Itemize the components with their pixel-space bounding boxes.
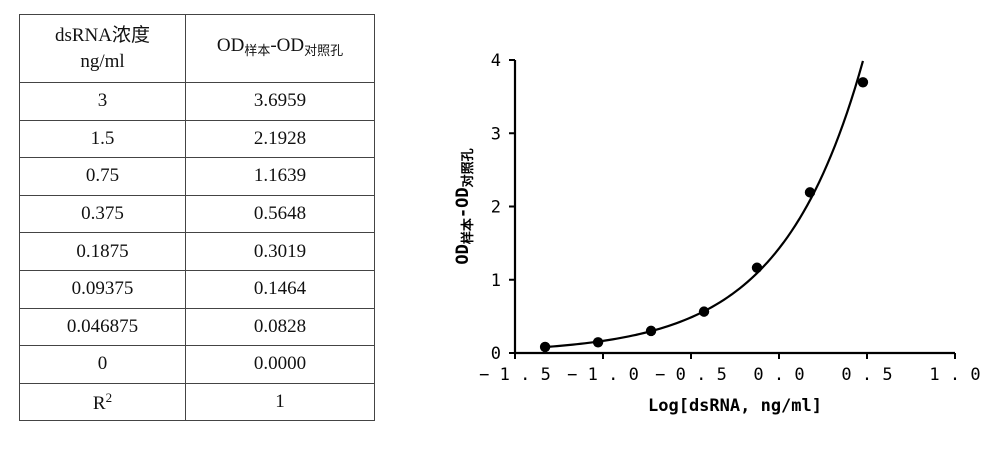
chart-ticks: − 1 . 5 − 1 . 0 − 0 . 5 0 . 0 0 . 5 1 . 0 0 1 2 3… [479,51,980,385]
r2-label: R [92,392,106,414]
data-point [857,77,869,88]
cell-conc: 0.375 [19,194,186,234]
cell-conc: 0.046875 [19,307,186,347]
chart-axes [513,60,955,355]
table-row: 0.1875 0.3019 [19,232,375,271]
cell-conc: 1.5 [19,119,186,159]
table-row: 0 0.0000 [19,345,375,384]
data-point [698,306,710,317]
cell-od: 1.1639 [185,157,375,196]
data-point [592,337,604,348]
cell-od: 3.6959 [185,82,375,121]
y-tick-label: 3 [491,124,501,144]
header-concentration-line1: dsRNA浓度 [54,24,150,46]
data-point [751,262,763,273]
x-axis-label: Log[dsRNA, ng/ml] [648,396,822,416]
table-row: 1.5 2.1928 [19,119,375,159]
header-od-main1: OD [216,35,245,56]
header-concentration-line2: ng/ml [80,50,125,72]
y-tick-label: 4 [491,51,501,71]
cell-conc: 3 [19,82,186,121]
table-row: 0.09375 0.1464 [19,269,375,309]
y-axis-label: OD样本-OD对照孔 [453,148,476,264]
cell-od: 0.0000 [185,345,375,384]
y-axis-label-main2: -OD [453,187,473,218]
x-tick-label: − 1 . 0 [567,365,639,385]
x-tick-label: − 1 . 5 [479,365,551,385]
y-tick-label: 1 [491,271,501,291]
fit-curve [545,60,865,349]
cell-conc: 0.1875 [19,232,186,271]
header-od: OD样本-OD对照孔 [185,14,375,83]
header-od-sub2: 对照孔 [304,43,344,58]
data-point [645,325,657,337]
data-point [539,341,551,353]
cell-conc: 0 [19,345,186,384]
data-points [539,77,869,353]
x-tick-label: 0 . 5 [841,365,892,385]
x-tick-label: 0 . 0 [753,365,804,385]
cell-r2-value: 1 [185,382,375,422]
cell-conc: 0.09375 [19,269,186,309]
od-vs-log-dsrna-chart: − 1 . 5 − 1 . 0 − 0 . 5 0 . 0 0 . 5 1 . 0 0 1 2 3… [453,51,980,416]
x-tick-label: 1 . 0 [929,365,980,385]
y-axis-label-sub1: 样本 [460,218,476,244]
cell-od: 0.1464 [185,269,375,309]
header-od-main2: -OD [270,35,305,56]
cell-conc: 0.75 [19,157,186,196]
header-od-sub1: 样本 [244,43,271,58]
y-tick-label: 2 [491,198,501,218]
cell-od: 0.3019 [185,232,375,271]
header-concentration: dsRNA浓度 ng/ml [19,14,186,83]
x-tick-label: − 0 . 5 [655,365,727,385]
cell-od: 0.0828 [185,307,375,347]
table-header-row: dsRNA浓度 ng/ml OD样本-OD对照孔 [19,14,375,83]
y-tick-label: 0 [491,344,501,364]
r2-superscript: 2 [105,389,113,405]
y-axis-label-main1: OD [453,244,473,264]
y-axis-label-sub2: 对照孔 [460,148,476,187]
table-row-r2: R2 1 [19,382,375,422]
table-row: 0.75 1.1639 [19,157,375,196]
data-point [804,187,816,198]
cell-r2-label: R2 [19,382,186,422]
cell-od: 2.1928 [185,119,375,159]
table-row: 0.375 0.5648 [19,194,375,234]
cell-od: 0.5648 [185,194,375,234]
data-table: dsRNA浓度 ng/ml OD样本-OD对照孔 3 3.6959 1.5 2.… [19,14,375,422]
table-row: 0.046875 0.0828 [19,307,375,347]
table-row: 3 3.6959 [19,82,375,121]
